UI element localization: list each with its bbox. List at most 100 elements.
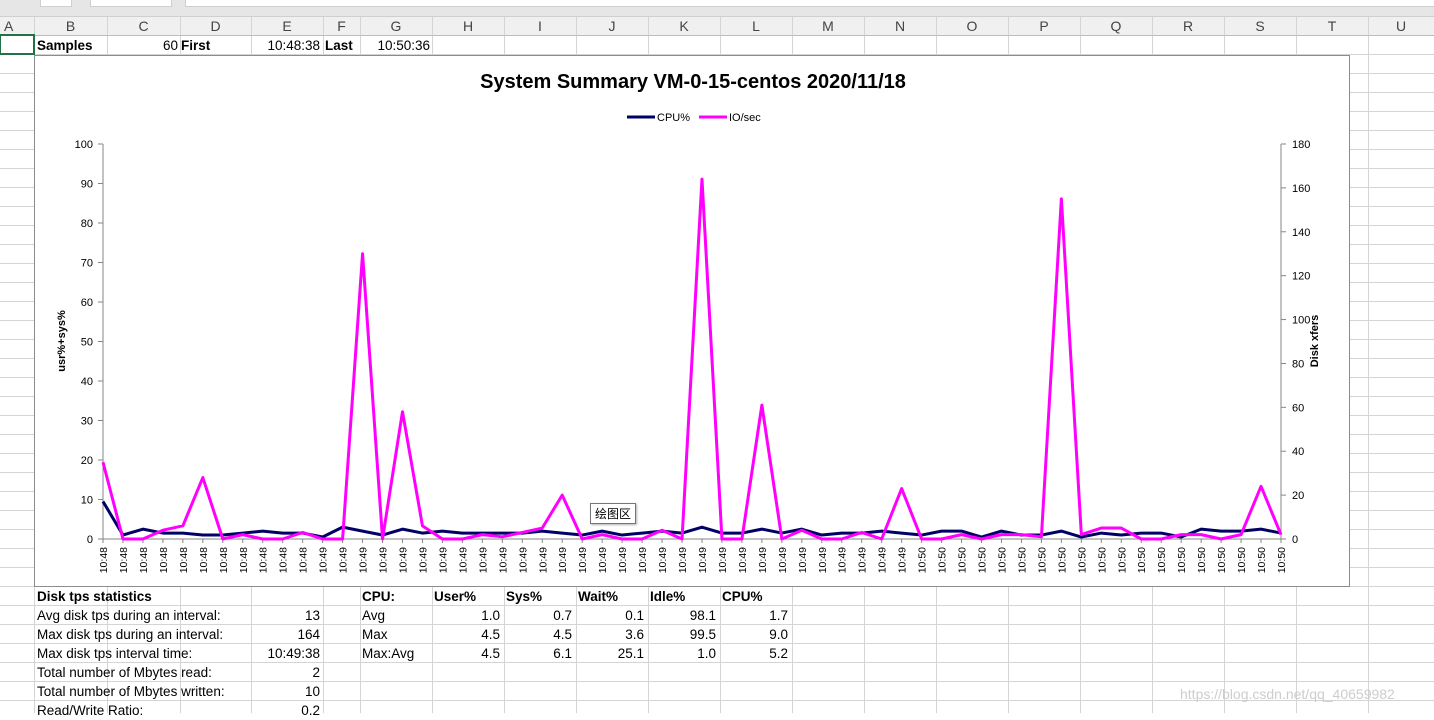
- cpu-stat-value[interactable]: 3.6: [625, 627, 644, 642]
- disk-stat-value[interactable]: 10:49:38: [267, 646, 320, 661]
- column-header[interactable]: E: [282, 18, 291, 34]
- series-lines: [101, 177, 1283, 541]
- column-header[interactable]: K: [679, 18, 689, 34]
- disk-stat-label[interactable]: Total number of Mbytes written:: [37, 684, 225, 699]
- column-header[interactable]: Q: [1111, 18, 1122, 34]
- x-tick-label: 10:49: [358, 547, 370, 573]
- column-header[interactable]: R: [1183, 18, 1193, 34]
- column-header[interactable]: L: [752, 18, 760, 34]
- samples-label[interactable]: Samples: [37, 38, 93, 53]
- disk-stat-value[interactable]: 0.2: [301, 703, 320, 718]
- x-tick-label: 10:49: [577, 547, 589, 573]
- x-tick-label: 10:50: [1136, 547, 1148, 573]
- last-label[interactable]: Last: [325, 38, 353, 53]
- plot-area-tooltip: 绘图区: [590, 503, 637, 524]
- column-header[interactable]: S: [1255, 18, 1264, 34]
- cpu-stat-value[interactable]: 0.7: [553, 608, 572, 623]
- column-header[interactable]: J: [609, 18, 616, 34]
- y-tick-label: 100: [75, 139, 93, 151]
- cpu-stats-header[interactable]: Sys%: [506, 589, 543, 604]
- y2-tick-label: 100: [1292, 315, 1310, 327]
- cpu-stats-header[interactable]: Wait%: [578, 589, 618, 604]
- column-header[interactable]: A: [4, 18, 14, 34]
- cpu-stat-value[interactable]: 1.0: [697, 646, 716, 661]
- y-tick-label: 90: [81, 179, 93, 191]
- disk-stat-value[interactable]: 13: [304, 608, 320, 623]
- disk-stat-value[interactable]: 164: [297, 627, 320, 642]
- disk-stats-title[interactable]: Disk tps statistics: [37, 589, 152, 604]
- cpu-stats-header[interactable]: Idle%: [650, 589, 686, 604]
- x-tick-label: 10:49: [338, 547, 350, 573]
- x-tick-label: 10:48: [118, 547, 130, 573]
- x-tick-label: 10:49: [457, 547, 469, 573]
- column-header[interactable]: G: [391, 18, 402, 34]
- cpu-stats-header[interactable]: CPU%: [722, 589, 763, 604]
- series-line-cpu[interactable]: [101, 500, 1282, 539]
- disk-stat-value[interactable]: 10: [304, 684, 320, 699]
- x-tick-label: 10:49: [677, 547, 689, 573]
- cpu-stat-row-label[interactable]: Avg: [362, 608, 386, 623]
- column-header[interactable]: U: [1396, 18, 1406, 34]
- column-header[interactable]: F: [337, 18, 346, 34]
- cpu-stats-header[interactable]: User%: [434, 589, 477, 604]
- last-value[interactable]: 10:50:36: [377, 38, 430, 53]
- cpu-stat-row-label[interactable]: Max:Avg: [362, 646, 415, 661]
- disk-stat-label[interactable]: Max disk tps during an interval:: [37, 627, 224, 642]
- cpu-stat-value[interactable]: 4.5: [481, 646, 500, 661]
- x-tick-label: 10:50: [1076, 547, 1088, 573]
- x-tick-label: 10:48: [218, 547, 230, 573]
- x-tick-label: 10:49: [437, 547, 449, 573]
- first-label[interactable]: First: [181, 38, 211, 53]
- x-tick-label: 10:49: [497, 547, 509, 573]
- x-tick-label: 10:48: [198, 547, 210, 573]
- chart-plot[interactable]: System Summary VM-0-15-centos 2020/11/18…: [35, 56, 1349, 586]
- column-header[interactable]: H: [463, 18, 473, 34]
- cpu-stat-value[interactable]: 9.0: [769, 627, 788, 642]
- x-tick-label: 10:50: [1116, 547, 1128, 573]
- first-value[interactable]: 10:48:38: [267, 38, 320, 53]
- cpu-stat-value[interactable]: 98.1: [689, 608, 716, 623]
- cpu-stat-value[interactable]: 99.5: [689, 627, 716, 642]
- cpu-stat-value[interactable]: 5.2: [769, 646, 788, 661]
- system-summary-chart[interactable]: System Summary VM-0-15-centos 2020/11/18…: [34, 55, 1350, 587]
- cpu-stats-header[interactable]: CPU:: [362, 589, 395, 604]
- x-tick-label: 10:48: [178, 547, 190, 573]
- x-tick-label: 10:49: [797, 547, 809, 573]
- x-tick-label: 10:49: [397, 547, 409, 573]
- column-header-bar: [0, 17, 1434, 35]
- disk-stat-label[interactable]: Read/Write Ratio:: [37, 703, 144, 718]
- column-header[interactable]: C: [138, 18, 148, 34]
- column-header[interactable]: M: [822, 18, 834, 34]
- column-header[interactable]: B: [66, 18, 75, 34]
- column-header[interactable]: O: [967, 18, 978, 34]
- cpu-stat-value[interactable]: 25.1: [617, 646, 644, 661]
- cpu-stat-value[interactable]: 6.1: [553, 646, 572, 661]
- x-tick-label: 10:50: [996, 547, 1008, 573]
- x-tick-label: 10:50: [1156, 547, 1168, 573]
- series-line-io[interactable]: [101, 177, 1283, 541]
- x-tick-label: 10:49: [617, 547, 629, 573]
- legend: CPU% IO/sec: [627, 112, 761, 124]
- column-header[interactable]: N: [895, 18, 905, 34]
- x-tick-label: 10:49: [477, 547, 489, 573]
- column-header[interactable]: T: [1328, 18, 1337, 34]
- cpu-stat-value[interactable]: 1.0: [481, 608, 500, 623]
- x-tick-label: 10:49: [717, 547, 729, 573]
- y-tick-label: 80: [81, 218, 93, 230]
- cpu-stat-value[interactable]: 4.5: [481, 627, 500, 642]
- column-header[interactable]: D: [210, 18, 220, 34]
- disk-stat-value[interactable]: 2: [312, 665, 320, 680]
- samples-value[interactable]: 60: [162, 38, 178, 53]
- y-axis-label: usr%+sys%: [56, 310, 68, 372]
- disk-stat-label[interactable]: Total number of Mbytes read:: [37, 665, 212, 680]
- disk-stat-label[interactable]: Max disk tps interval time:: [37, 646, 193, 661]
- column-header[interactable]: I: [538, 18, 542, 34]
- cpu-stat-row-label[interactable]: Max: [362, 627, 388, 642]
- cpu-stat-value[interactable]: 0.1: [625, 608, 644, 623]
- y2-tick-label: 60: [1292, 402, 1304, 414]
- column-header[interactable]: P: [1039, 18, 1048, 34]
- disk-stat-label[interactable]: Avg disk tps during an interval:: [37, 608, 221, 623]
- x-tick-label: 10:50: [1036, 547, 1048, 573]
- cpu-stat-value[interactable]: 1.7: [769, 608, 788, 623]
- cpu-stat-value[interactable]: 4.5: [553, 627, 572, 642]
